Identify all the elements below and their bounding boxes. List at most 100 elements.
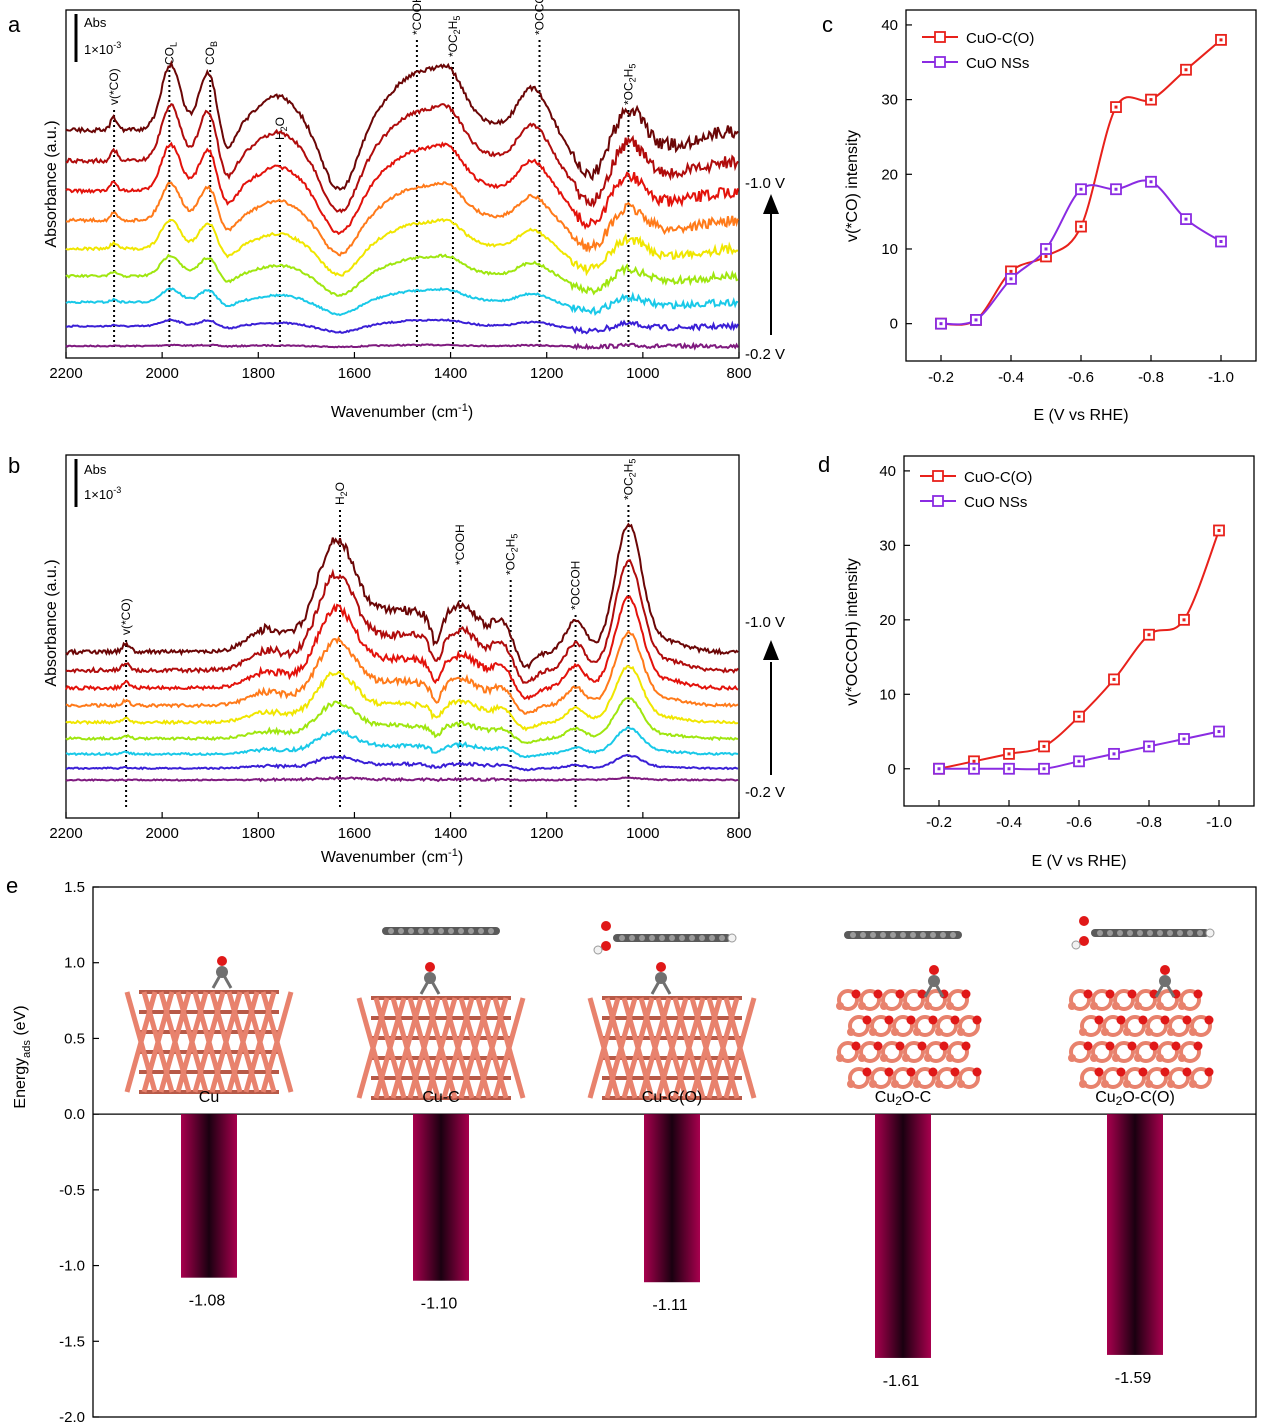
- cu2o-ring: [837, 989, 859, 1011]
- energy-bar: [644, 1114, 700, 1283]
- cu2o-ring: [1080, 1067, 1102, 1089]
- o-atom: [906, 1067, 916, 1077]
- spectrum-curve: [65, 253, 739, 297]
- graphene-c-atom: [488, 928, 494, 934]
- cu2o-ring: [1146, 1015, 1168, 1037]
- cu2o-ring: [947, 989, 969, 1011]
- cu-atom: [869, 1028, 877, 1036]
- panel-d-frame: [903, 455, 1255, 807]
- panel-d-axes: 0 10 20 30 40 -0.2 -0.4 -0.6 -0.8 -1.0: [879, 463, 1232, 831]
- x-tick-label: -0.8: [1138, 369, 1164, 386]
- cu2o-ring: [1190, 1067, 1212, 1089]
- graphene-c-atom: [1197, 930, 1203, 936]
- bar-value-label: -1.08: [189, 1293, 226, 1310]
- panel-e-y-label: Energyads (eV): [12, 1005, 33, 1108]
- cu2o-ring: [1190, 1015, 1212, 1037]
- data-point-dot: [1114, 105, 1118, 109]
- y-tick-label: 0.0: [64, 1106, 85, 1123]
- cu-atom: [836, 1054, 844, 1062]
- data-point-dot: [1079, 187, 1083, 191]
- panel-d-legend: CuO-C(O) CuO NSs: [920, 469, 1032, 511]
- o-atom: [217, 956, 227, 966]
- panel-a-x-ticks: 2200 2000 1800 1600 1400 1200 1000 800: [49, 352, 752, 382]
- cu2o-ring: [958, 1067, 980, 1089]
- cu-atom: [847, 1080, 855, 1088]
- y-tick-label: 0: [888, 761, 896, 778]
- data-point-dot: [1217, 528, 1221, 532]
- panel-b-x-ticks: 2200 2000 1800 1600 1400 1200 1000 800: [49, 812, 752, 842]
- y-tick-label: 10: [881, 241, 898, 258]
- o-atom: [972, 1067, 982, 1077]
- y-tick-label: 20: [879, 612, 896, 629]
- cu-atom: [858, 1054, 866, 1062]
- graphene-c-atom: [850, 932, 856, 938]
- data-point-dot: [1009, 269, 1013, 273]
- graphene-c-atom: [468, 928, 474, 934]
- data-point-dot: [1077, 759, 1081, 763]
- legend-marker: [934, 31, 946, 43]
- y-tick-label: 40: [879, 463, 896, 480]
- legend-label: CuO NSs: [964, 494, 1027, 511]
- o-atom: [1094, 1015, 1104, 1025]
- x-tick-label: 2200: [49, 365, 82, 382]
- cu2o-ring: [870, 1067, 892, 1089]
- panel-b-letter: b: [8, 453, 20, 478]
- legend-marker: [934, 56, 946, 68]
- spectrum-curve: [65, 317, 739, 335]
- panel-c-y-label: v(*CO) intensity: [844, 130, 861, 242]
- cu2o-ring: [914, 1067, 936, 1089]
- scale-bar-value: 1×10-3: [84, 40, 121, 57]
- panel-b: b 2200 2000 1800 1600 1400 1200 1000 800 v(*CO)…: [8, 453, 785, 866]
- graphene-c-atom: [920, 932, 926, 938]
- slab-cu-c-o: [587, 996, 757, 1100]
- cu2o-ring: [925, 989, 947, 1011]
- c-atom: [424, 972, 436, 984]
- data-point-dot: [1044, 247, 1048, 251]
- graphene-c-atom: [639, 935, 645, 941]
- legend-marker: [932, 470, 944, 482]
- panel-a-potential-bottom: -0.2 V: [745, 346, 785, 363]
- data-point-dot: [939, 322, 943, 326]
- panel-b-frame: [65, 454, 740, 819]
- cu-atom: [1090, 1054, 1098, 1062]
- cu2o-ring: [925, 1041, 947, 1063]
- cu-atom: [1156, 1054, 1164, 1062]
- energy-bar: [413, 1114, 469, 1281]
- cu-atom: [1112, 1054, 1120, 1062]
- graphene-c-atom: [448, 928, 454, 934]
- panel-b-x-label: Wavenumber (cm-1): [321, 847, 463, 866]
- graphene-c-atom: [1187, 930, 1193, 936]
- o-atom: [1116, 1067, 1126, 1077]
- data-point-dot: [1219, 38, 1223, 42]
- cu2o-ring: [837, 1041, 859, 1063]
- data-point-dot: [1042, 767, 1046, 771]
- cu-atom: [836, 1002, 844, 1010]
- cu-atom: [924, 1002, 932, 1010]
- o-atom: [1204, 1015, 1214, 1025]
- panel-b-scale-bar: Abs 1×10-3: [74, 459, 121, 507]
- x-tick-label: 1000: [626, 365, 659, 382]
- spectrum-curve: [65, 559, 739, 684]
- cu2o-ring: [1168, 1015, 1190, 1037]
- band-label: *COOH: [410, 0, 424, 35]
- x-tick-label: -0.4: [998, 369, 1024, 386]
- bar-value-label: -1.59: [1115, 1370, 1152, 1387]
- data-point-dot: [937, 767, 941, 771]
- o-atom: [1116, 1015, 1126, 1025]
- panel-d: d 0 10 20 30 40 -0.2 -0.4 -0.6 -0.8 -1.0 CuO-C(O)…: [818, 452, 1255, 870]
- band-label: *OC2H5: [621, 459, 637, 500]
- band-label: COB: [203, 41, 219, 65]
- o-atom: [1094, 1067, 1104, 1077]
- o-atom: [1182, 1015, 1192, 1025]
- cu-atom: [935, 1028, 943, 1036]
- category-label: Cu: [199, 1089, 219, 1106]
- o-atom: [851, 989, 861, 999]
- energy-bar: [1107, 1114, 1163, 1355]
- data-point-dot: [1044, 254, 1048, 258]
- cu-atom: [880, 1002, 888, 1010]
- o-atom: [1182, 1067, 1192, 1077]
- cu-atom: [880, 1054, 888, 1062]
- panel-e-structures: [124, 916, 1215, 1100]
- cu2o-ring: [1179, 989, 1201, 1011]
- cu2o-ring: [1146, 1067, 1168, 1089]
